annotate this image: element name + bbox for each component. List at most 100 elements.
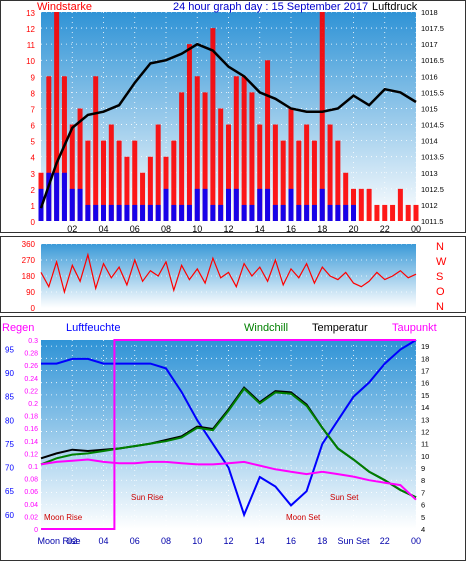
y-tick-label: 5: [31, 138, 36, 147]
legend-label: Windchill: [244, 322, 288, 334]
y-tick-label: 0: [31, 218, 36, 227]
rain-tick-label: 0.04: [24, 502, 38, 509]
rain-tick-label: 0.06: [24, 489, 38, 496]
y2-tick-label: 1012.5: [421, 185, 444, 194]
rain-tick-label: 0.08: [24, 477, 38, 484]
series-line-Regen: [41, 339, 416, 530]
chart-title: 24 hour graph day : 15 September 2017: [173, 1, 368, 13]
compass-label: W: [436, 256, 447, 268]
x-tick-label: 06: [130, 536, 140, 546]
temp-tick-label: 9: [421, 464, 425, 473]
compass-label: O: [436, 286, 445, 298]
event-annotation: Moon Rise: [44, 513, 83, 522]
temp-tick-label: 13: [421, 415, 429, 424]
compass-label: S: [436, 271, 443, 283]
humidity-tick-label: 80: [5, 416, 14, 425]
y2-tick-label: 1015: [421, 104, 438, 113]
y-tick-label: 360: [22, 240, 36, 249]
series-line-pressure: [39, 42, 417, 209]
y-tick-label: 4: [31, 154, 36, 163]
temp-tick-label: 7: [421, 488, 425, 497]
series-line-wind direction: [40, 252, 417, 295]
y-tick-label: 8: [31, 89, 36, 98]
x-tick-label: Sun Set: [337, 536, 370, 546]
series-line-Windchill: [40, 387, 417, 499]
temp-tick-label: 8: [421, 476, 425, 485]
x-tick-label: 08: [161, 536, 171, 546]
humidity-tick-label: 90: [5, 369, 14, 378]
rain-tick-label: 0.24: [24, 376, 38, 383]
y-tick-label: 10: [26, 57, 35, 66]
rain-tick-label: 0.2: [28, 401, 38, 408]
direction-plot-area: [41, 244, 416, 308]
wind-axis-label: Windstarke: [37, 1, 92, 13]
humidity-tick-label: 75: [5, 440, 14, 449]
temp-tick-label: 17: [421, 366, 429, 375]
y-tick-label: 3: [31, 170, 36, 179]
humidity-tick-label: 60: [5, 511, 14, 520]
rain-tick-label: 0.14: [24, 439, 38, 446]
x-tick-label: 18: [317, 536, 327, 546]
temp-tick-label: 16: [421, 379, 429, 388]
x-tick-label: 14: [255, 536, 265, 546]
legend-label: Regen: [2, 322, 34, 334]
compass-label: N: [436, 241, 444, 253]
rain-tick-label: 0.3: [28, 338, 38, 345]
temp-tick-label: 10: [421, 452, 429, 461]
y-tick-label: 0: [31, 304, 36, 313]
compass-label: N: [436, 301, 444, 313]
event-annotation: Sun Rise: [131, 493, 164, 502]
x-tick-label: 02: [67, 536, 77, 546]
y-tick-label: 12: [26, 25, 35, 34]
humidity-tick-label: 95: [5, 345, 14, 354]
y-tick-label: 13: [26, 9, 35, 18]
legend-label: Temperatur: [312, 322, 368, 334]
humidity-tick-label: 65: [5, 487, 14, 496]
temp-tick-label: 11: [421, 440, 429, 449]
temp-tick-label: 14: [421, 403, 429, 412]
x-tick-label: 18: [317, 224, 327, 234]
event-annotation: Moon Set: [286, 513, 321, 522]
y-tick-label: 1: [31, 202, 36, 211]
humidity-tick-label: 70: [5, 464, 14, 473]
temp-tick-label: 6: [421, 501, 425, 510]
rain-tick-label: 0.22: [24, 388, 38, 395]
series-line-Taupunkt: [40, 458, 417, 501]
y2-tick-label: 1018: [421, 8, 438, 17]
x-tick-label: Moon Rise: [37, 536, 80, 546]
y2-tick-label: 1014.5: [421, 121, 444, 130]
x-tick-label: 16: [286, 536, 296, 546]
y-tick-label: 90: [26, 288, 35, 297]
x-tick-label: 22: [380, 224, 390, 234]
x-tick-label: 06: [130, 224, 140, 234]
x-tick-label: 00: [411, 536, 421, 546]
temp-tick-label: 5: [421, 513, 425, 522]
x-tick-label: 08: [161, 224, 171, 234]
rain-tick-label: 0.02: [24, 514, 38, 521]
pressure-axis-label: Luftdruck: [372, 1, 418, 13]
series-line-Luftfeuchte: [41, 339, 417, 518]
y2-tick-label: 1011.5: [421, 217, 443, 226]
x-tick-label: 16: [286, 224, 296, 234]
x-tick-label: 14: [255, 224, 265, 234]
temp-tick-label: 12: [421, 427, 429, 436]
y-tick-label: 270: [22, 256, 36, 265]
y2-tick-label: 1016.5: [421, 56, 444, 65]
y2-tick-label: 1013: [421, 169, 438, 178]
legend-label: Taupunkt: [392, 322, 437, 334]
rain-tick-label: 0.26: [24, 363, 38, 370]
climate-plot-area: [41, 340, 416, 529]
y2-tick-label: 1016: [421, 72, 438, 81]
temp-tick-label: 19: [421, 342, 429, 351]
y2-tick-label: 1015.5: [421, 88, 444, 97]
x-tick-label: 12: [223, 224, 233, 234]
x-tick-label: 10: [192, 224, 202, 234]
event-annotation: Sun Set: [330, 493, 359, 502]
y-tick-label: 11: [27, 41, 36, 50]
x-tick-label: 02: [67, 224, 77, 234]
rain-tick-label: 0.28: [24, 351, 38, 358]
legend-label: Luftfeuchte: [66, 322, 120, 334]
y-tick-label: 9: [31, 73, 36, 82]
